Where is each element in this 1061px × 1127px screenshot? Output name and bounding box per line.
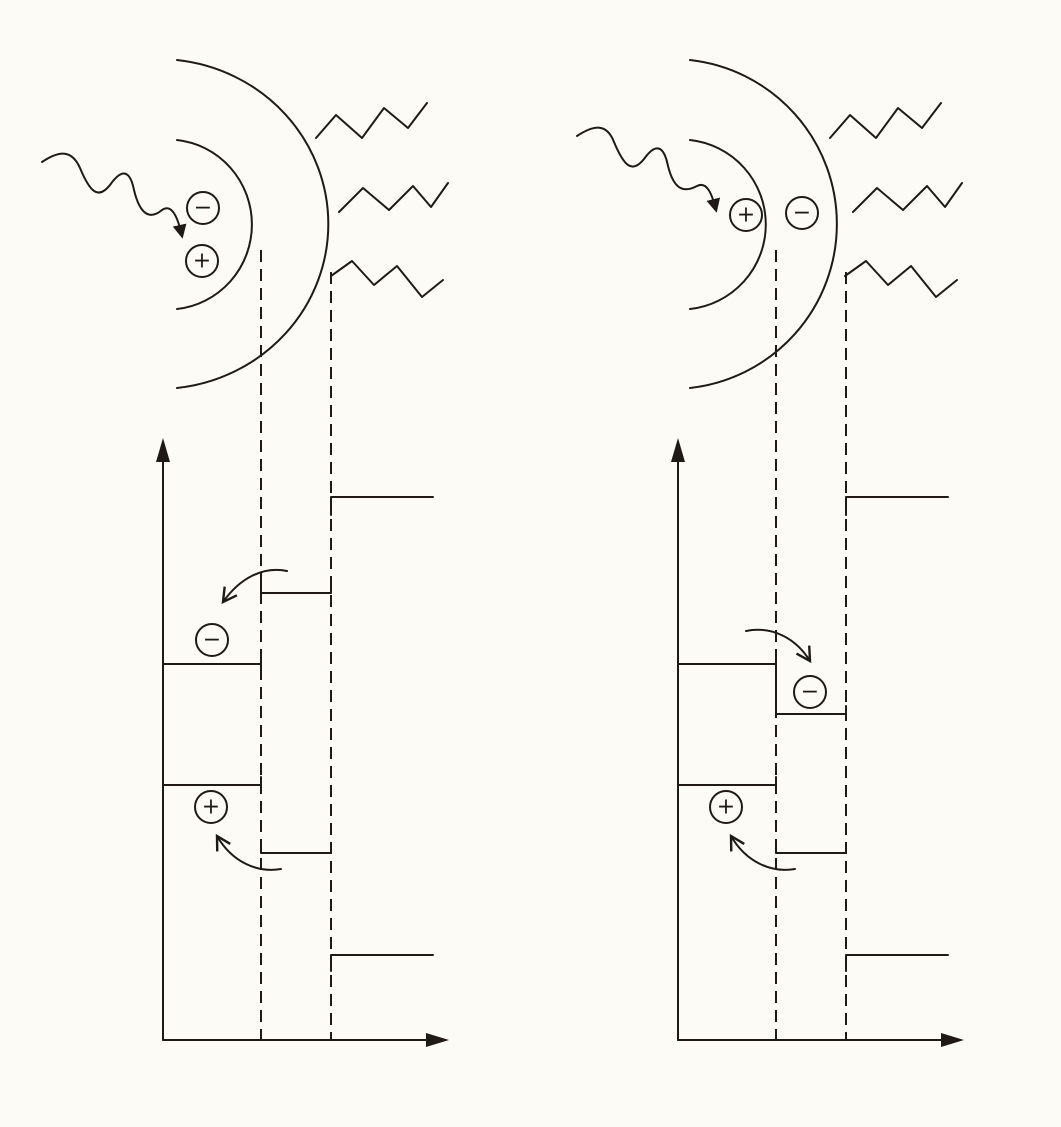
left-band-diagram: − + [162, 496, 434, 972]
right-panel: + − [576, 59, 964, 1047]
right-outer-shell [689, 59, 838, 389]
left-panel: − + [41, 59, 449, 1047]
left-hole: + [185, 244, 219, 278]
right-hole-transfer-arrow-icon [729, 833, 796, 871]
right-inner-core [689, 139, 767, 310]
right-band-hole-symbol: + [717, 795, 735, 820]
left-y-axis-arrowhead-icon [156, 438, 170, 462]
right-shell-conduction-band [845, 496, 949, 516]
right-photon-wave-icon [576, 126, 721, 213]
left-outer-shell [176, 59, 330, 389]
right-band-diagram: − + [677, 496, 949, 972]
right-electron: − [785, 196, 819, 230]
right-hole: + [729, 198, 763, 232]
left-ligand-zigzag-icon [315, 102, 428, 139]
right-axes [671, 438, 964, 1047]
left-band-electron-symbol: − [203, 628, 221, 653]
right-interlayer-upper-level [775, 655, 847, 715]
right-electron-symbol: − [793, 201, 811, 226]
left-particle-schematic: − + [41, 59, 449, 389]
left-interlayer-upper-level [260, 577, 332, 594]
left-hole-symbol: + [193, 249, 211, 274]
left-band-electron: − [195, 623, 229, 657]
left-band-hole: + [194, 790, 228, 824]
left-shell-valence-band [330, 954, 434, 972]
right-interlayer-lower-level [775, 844, 847, 854]
right-ligand-zigzag-icon [844, 260, 958, 298]
left-interlayer-lower-level [260, 844, 332, 854]
left-electron-transfer-arrow-icon [221, 568, 288, 605]
left-hole-transfer-arrow-icon [215, 833, 282, 871]
left-photon-wave-icon [41, 152, 187, 239]
left-electron: − [186, 191, 220, 225]
left-inner-core [176, 139, 253, 310]
left-axes [156, 438, 449, 1047]
right-shell-valence-band [845, 954, 949, 972]
right-ligand-zigzag-icon [852, 182, 963, 213]
left-ligand-zigzag-icon [338, 182, 449, 213]
right-ligand-zigzag-icon [829, 102, 942, 139]
left-shell-conduction-band [330, 496, 434, 516]
right-band-electron: − [793, 675, 827, 709]
right-particle-schematic: + − [576, 59, 963, 389]
right-band-hole: + [709, 790, 743, 824]
left-x-axis-arrowhead-icon [426, 1033, 449, 1047]
right-hole-symbol: + [737, 203, 755, 228]
right-y-axis-arrowhead-icon [671, 438, 685, 462]
right-x-axis-arrowhead-icon [941, 1033, 964, 1047]
left-band-hole-symbol: + [202, 795, 220, 820]
right-electron-transfer-arrow-icon [745, 628, 812, 664]
left-ligand-zigzag-icon [330, 260, 444, 298]
left-electron-symbol: − [194, 196, 212, 221]
right-band-electron-symbol: − [801, 680, 819, 705]
